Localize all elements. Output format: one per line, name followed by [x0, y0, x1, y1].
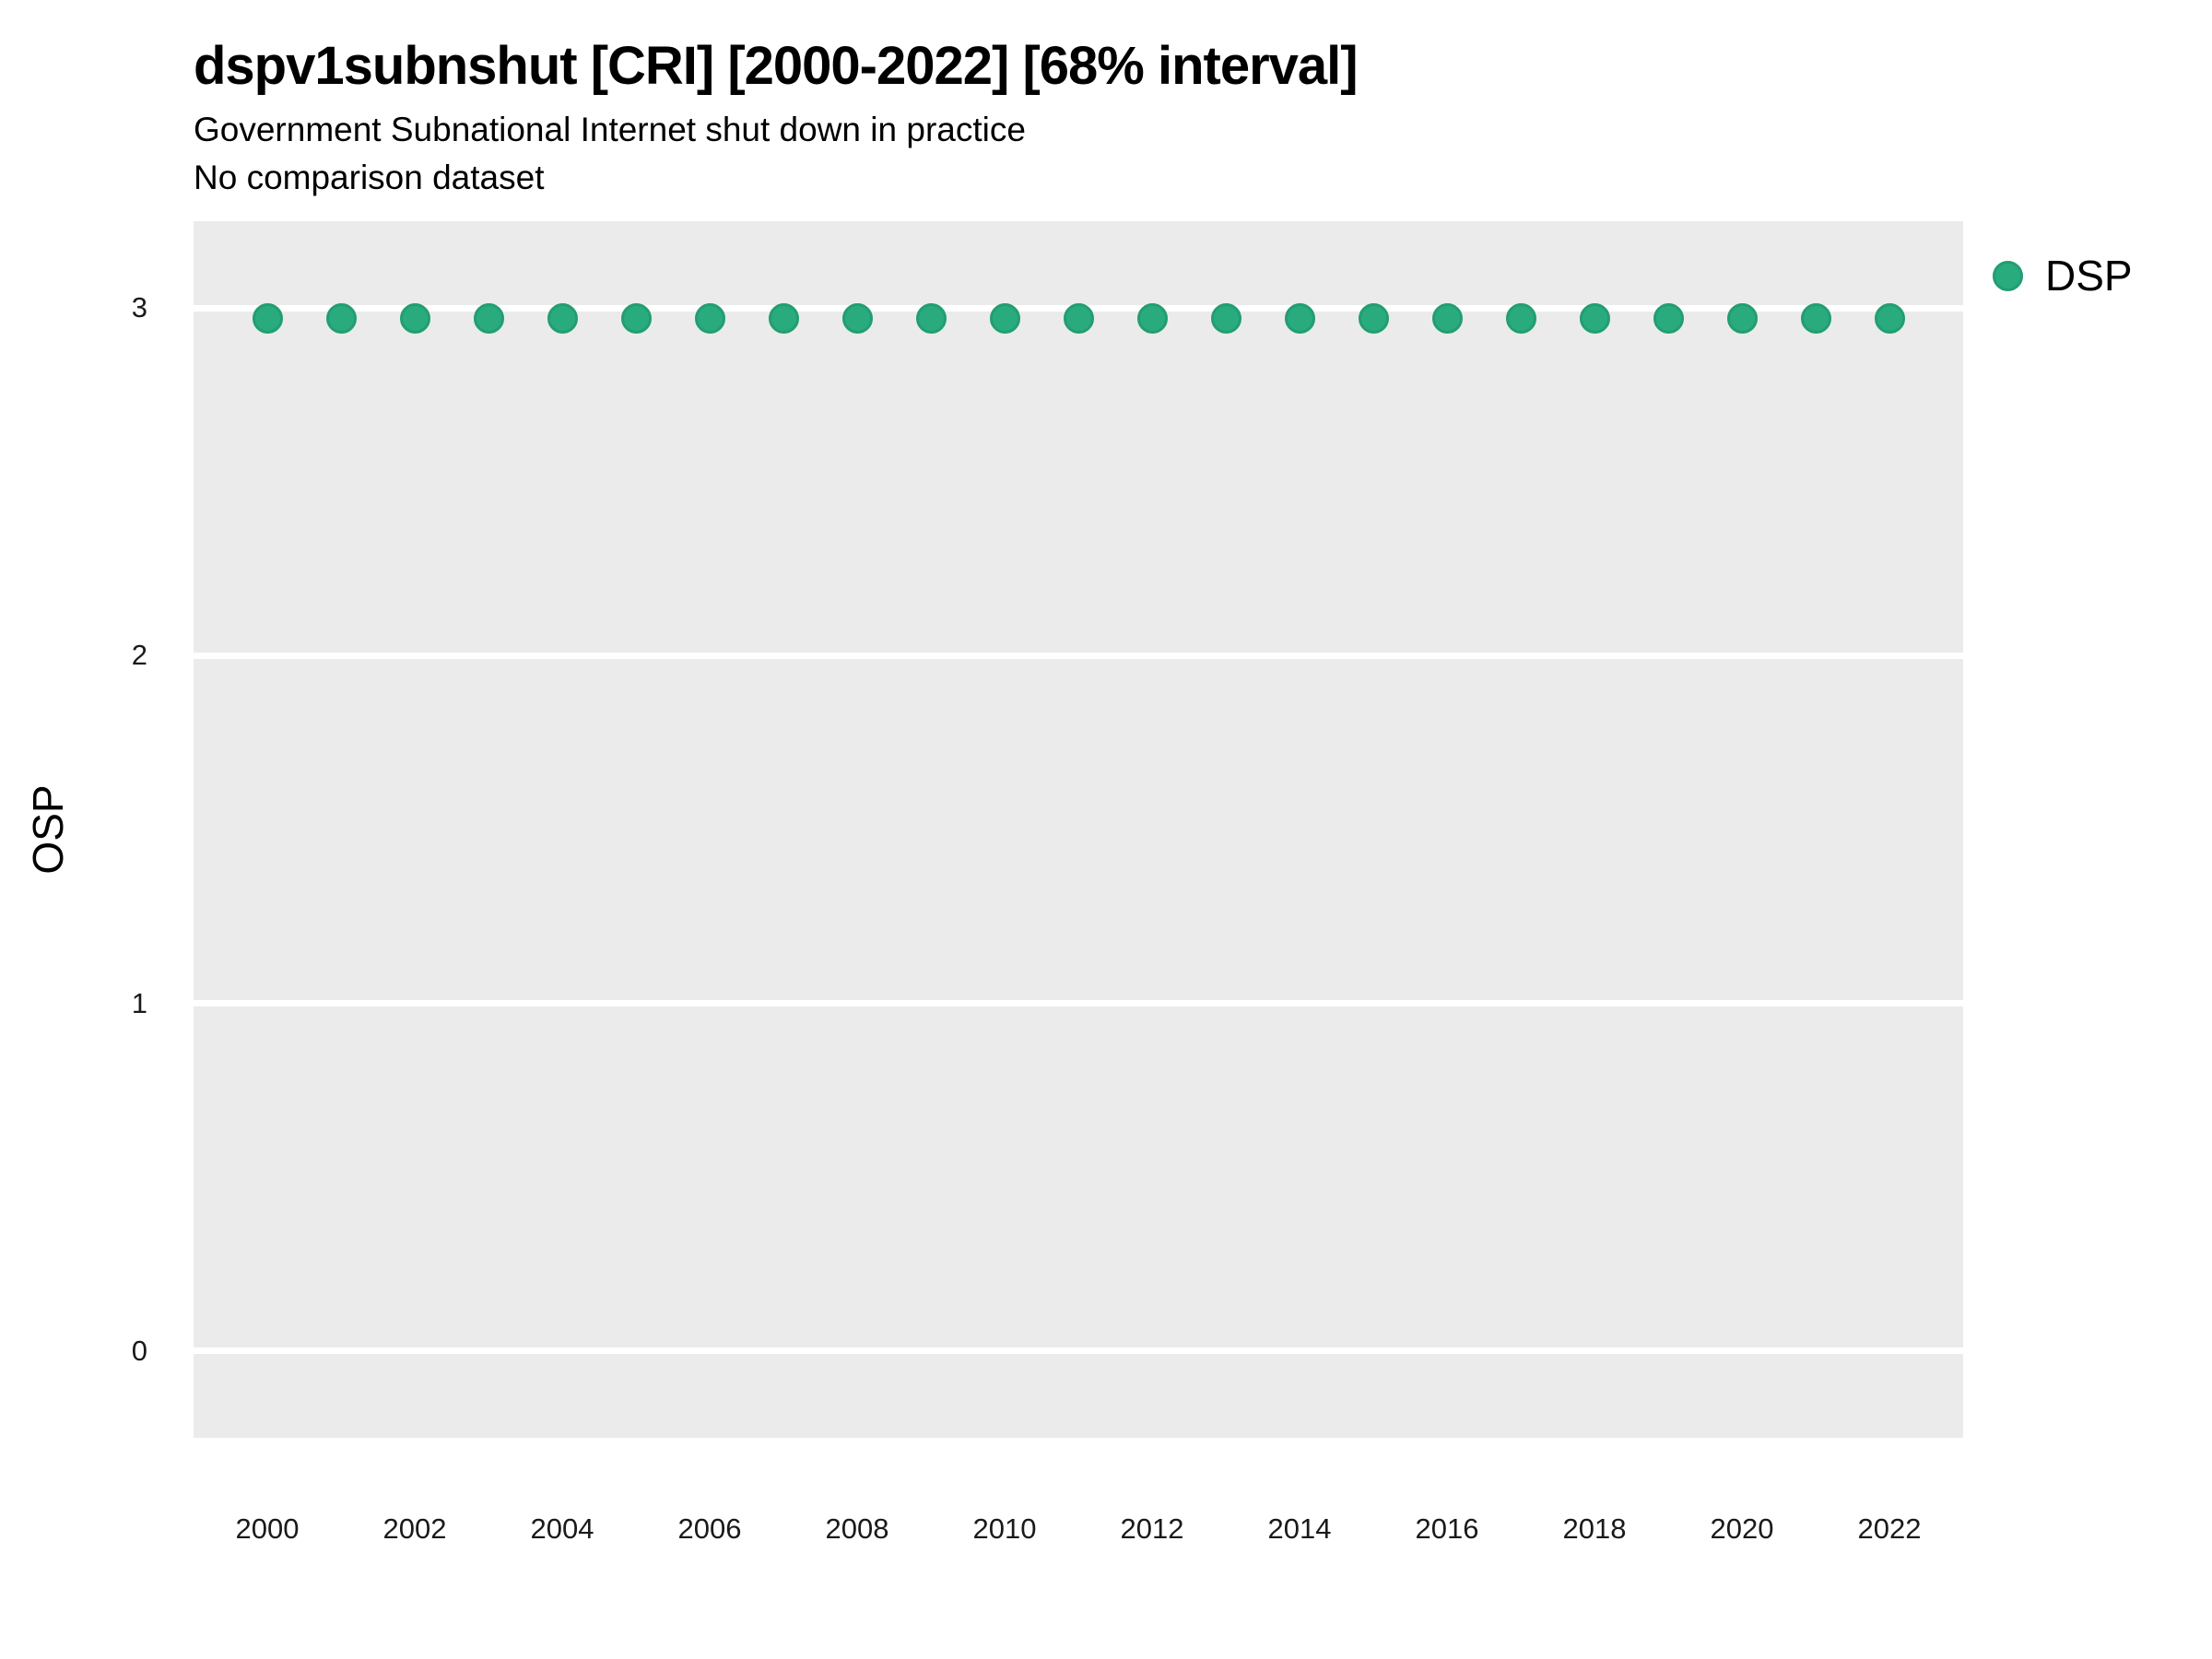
x-tick-label-2008: 2008: [825, 1512, 889, 1545]
chart-subtitle: Government Subnational Internet shut dow…: [194, 111, 1026, 148]
data-point-dsp-2021: [1800, 303, 1831, 335]
y-tick-label-3: 3: [131, 291, 147, 324]
plot-panel: [194, 221, 1963, 1438]
data-point-dsp-2018: [1579, 303, 1610, 335]
gridline-y-1: [194, 1000, 1963, 1007]
x-tick-label-2002: 2002: [382, 1512, 447, 1545]
gridline-y-0: [194, 1347, 1963, 1355]
legend-marker-icon: [1993, 260, 2023, 291]
data-point-dsp-2007: [768, 303, 799, 335]
data-point-dsp-2015: [1358, 303, 1389, 335]
data-point-dsp-2004: [547, 303, 578, 335]
data-point-dsp-2002: [399, 303, 430, 335]
data-point-dsp-2013: [1210, 303, 1241, 335]
y-tick-label-2: 2: [131, 639, 147, 672]
data-point-dsp-2011: [1063, 303, 1094, 335]
x-tick-label-2012: 2012: [1120, 1512, 1184, 1545]
legend-label: DSP: [2045, 252, 2133, 300]
legend: DSP: [1993, 251, 2133, 300]
x-tick-label-2018: 2018: [1562, 1512, 1627, 1545]
data-point-dsp-2005: [620, 303, 652, 335]
x-tick-label-2020: 2020: [1710, 1512, 1774, 1545]
data-point-dsp-2008: [841, 303, 873, 335]
data-point-dsp-2017: [1505, 303, 1536, 335]
data-point-dsp-2006: [694, 303, 725, 335]
data-point-dsp-2019: [1653, 303, 1684, 335]
x-tick-label-2010: 2010: [972, 1512, 1037, 1545]
data-point-dsp-2022: [1874, 303, 1905, 335]
data-point-dsp-2001: [325, 303, 357, 335]
data-point-dsp-2012: [1136, 303, 1168, 335]
x-tick-label-2006: 2006: [677, 1512, 742, 1545]
data-point-dsp-2020: [1726, 303, 1758, 335]
data-point-dsp-2009: [915, 303, 947, 335]
gridline-y-2: [194, 652, 1963, 659]
x-tick-label-2004: 2004: [530, 1512, 594, 1545]
data-point-dsp-2000: [252, 303, 283, 335]
chart-note: No comparison dataset: [194, 159, 545, 196]
data-point-dsp-2014: [1284, 303, 1315, 335]
y-axis-title: OSP: [24, 784, 72, 875]
x-tick-label-2014: 2014: [1267, 1512, 1332, 1545]
data-point-dsp-2003: [473, 303, 504, 335]
x-tick-label-2016: 2016: [1415, 1512, 1479, 1545]
x-tick-label-2022: 2022: [1857, 1512, 1922, 1545]
x-tick-label-2000: 2000: [235, 1512, 300, 1545]
data-point-dsp-2016: [1431, 303, 1463, 335]
y-tick-label-1: 1: [131, 986, 147, 1019]
data-point-dsp-2010: [989, 303, 1020, 335]
y-tick-label-0: 0: [131, 1334, 147, 1367]
chart-title: dspv1subnshut [CRI] [2000-2022] [68% int…: [194, 36, 1359, 96]
